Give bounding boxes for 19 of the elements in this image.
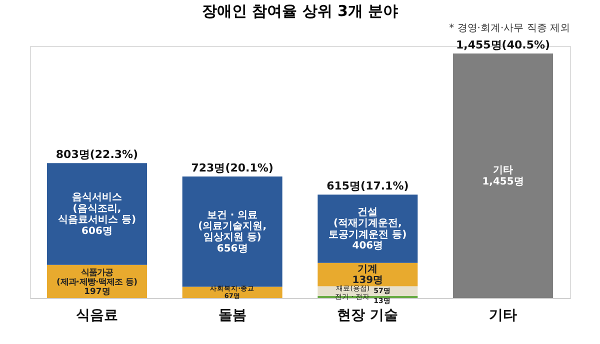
x-tick-label: 기타 (489, 308, 518, 324)
chart-title: 장애인 참여율 상위 3개 분야 (202, 2, 398, 20)
data-label: 식품가공 (제과·제빵·떡제조 등) 197명 (56, 266, 138, 296)
x-tick-label: 식음료 (76, 308, 118, 324)
data-label: 음식서비스 (음식조리, 식음료서비스 등) 606명 (58, 192, 136, 237)
bar (46, 163, 147, 265)
data-label: 건설 (적재기계운전, 토공기계운전 등) 406명 (328, 206, 407, 252)
bar (453, 54, 554, 298)
data-label: 기계 139명 (352, 264, 384, 286)
total-label: 723명(20.1%) (191, 162, 274, 175)
total-label: 1,455명(40.5%) (456, 38, 550, 52)
total-label: 803명(22.3%) (56, 148, 138, 162)
x-tick-label: 돌봄 (218, 308, 246, 324)
bar (182, 176, 282, 287)
x-tick-label: 현장 기술 (337, 308, 398, 324)
data-label: 기타 1,455명 (482, 165, 524, 188)
text: * 경영·회계·사무 직종 제외 (449, 23, 570, 34)
total-label: 615명(17.1%) (326, 180, 409, 193)
data-label: 보건 · 의료 (의료기술지원, 임상지원 등) 656명 (198, 210, 267, 254)
